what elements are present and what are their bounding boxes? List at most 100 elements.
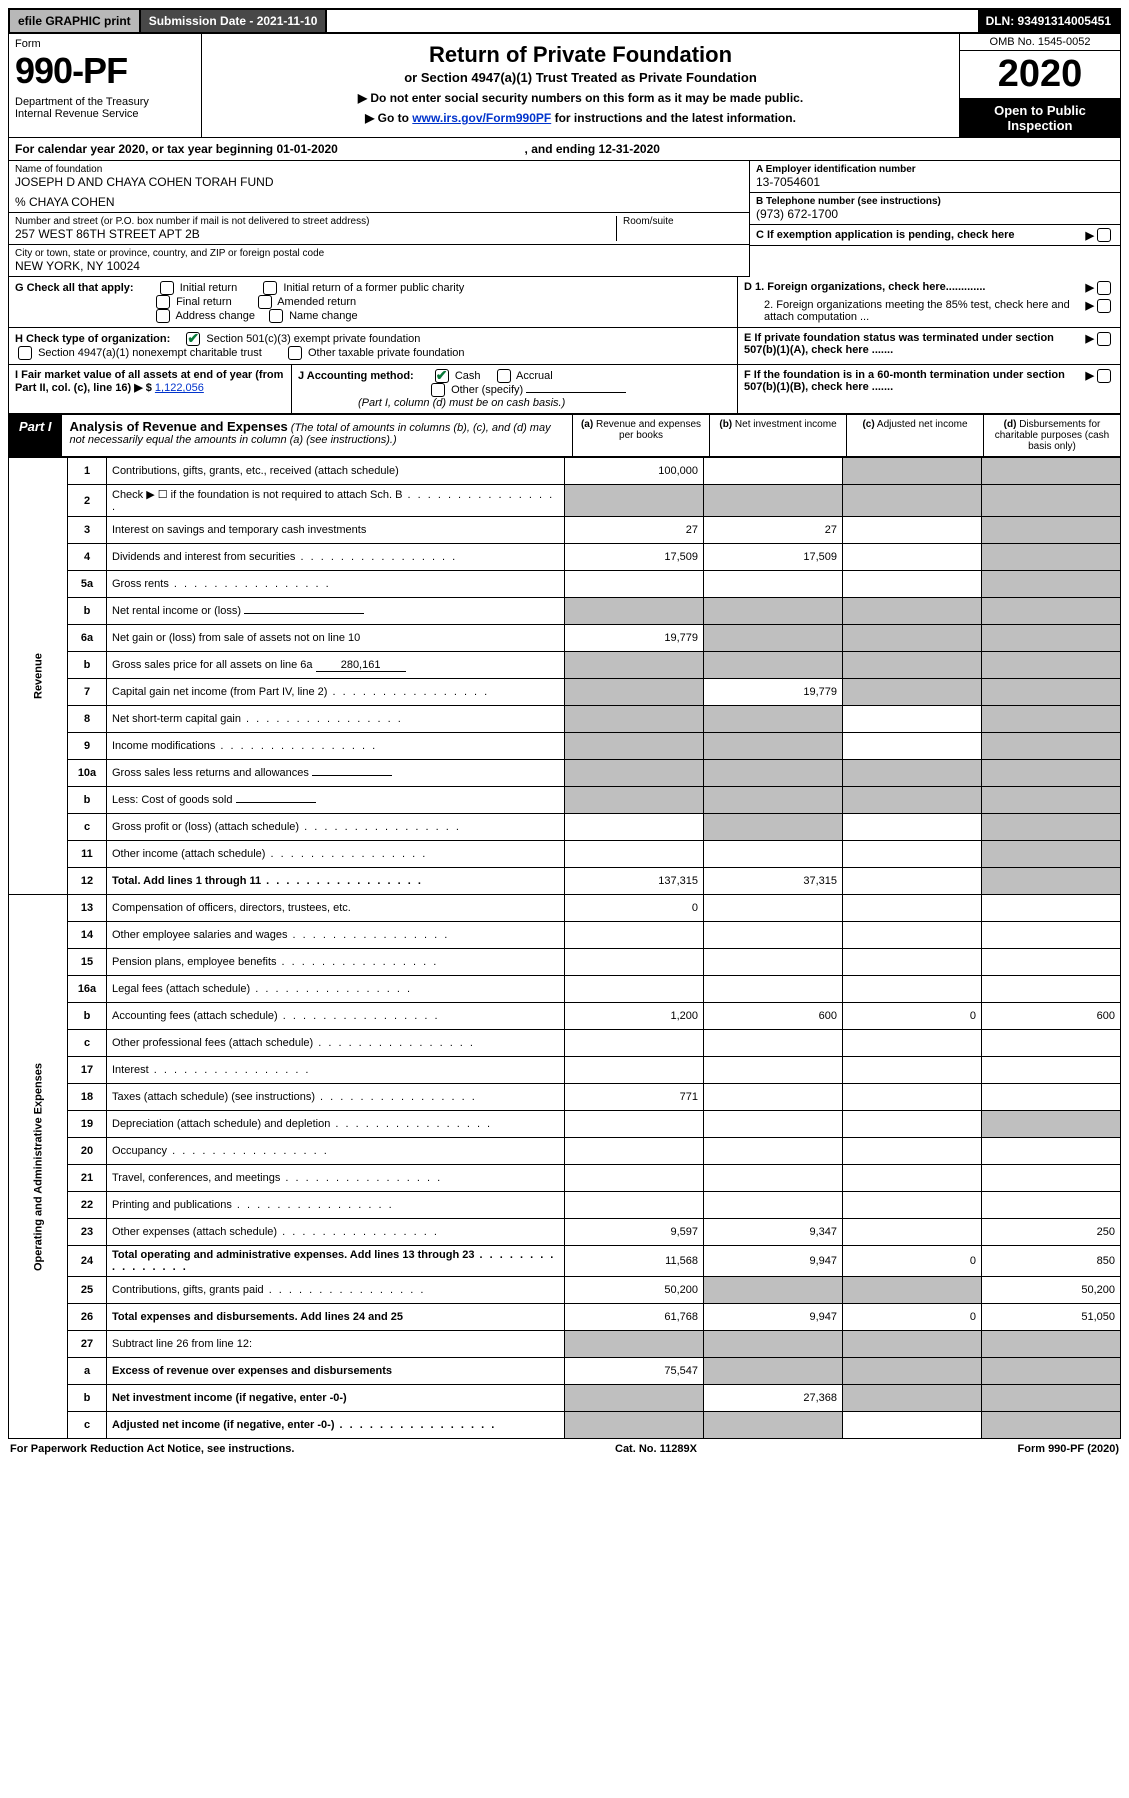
- line-description: Gross rents: [107, 571, 565, 598]
- line-description: Net gain or (loss) from sale of assets n…: [107, 625, 565, 652]
- arrow-icon: ▶: [1086, 369, 1094, 409]
- amount-cell: 9,347: [704, 1219, 843, 1246]
- line-description: Compensation of officers, directors, tru…: [107, 895, 565, 922]
- amount-cell: 600: [982, 1003, 1121, 1030]
- table-row: 27Subtract line 26 from line 12:: [9, 1331, 1121, 1358]
- line-number: 21: [68, 1165, 107, 1192]
- amount-cell: [982, 787, 1121, 814]
- amount-cell: [982, 485, 1121, 517]
- amount-cell: [982, 652, 1121, 679]
- amount-cell: [565, 571, 704, 598]
- amount-cell: [843, 1358, 982, 1385]
- amount-cell: [982, 625, 1121, 652]
- h2-checkbox[interactable]: [18, 346, 32, 360]
- g-amended-checkbox[interactable]: [258, 295, 272, 309]
- cal-mid: , and ending: [525, 142, 599, 156]
- amount-cell: 17,509: [565, 544, 704, 571]
- part1-header: Part I Analysis of Revenue and Expenses …: [8, 414, 1121, 457]
- line-description: Taxes (attach schedule) (see instruction…: [107, 1084, 565, 1111]
- h1-checkbox[interactable]: [186, 332, 200, 346]
- amount-cell: [704, 814, 843, 841]
- amount-cell: [704, 841, 843, 868]
- line-number: c: [68, 1030, 107, 1057]
- table-row: 4Dividends and interest from securities1…: [9, 544, 1121, 571]
- amount-cell: [565, 787, 704, 814]
- efile-label[interactable]: efile GRAPHIC print: [10, 10, 141, 32]
- h-label: H Check type of organization:: [15, 333, 170, 345]
- line-description: Subtract line 26 from line 12:: [107, 1331, 565, 1358]
- amount-cell: [704, 485, 843, 517]
- amount-cell: 0: [843, 1246, 982, 1277]
- irs-link[interactable]: www.irs.gov/Form990PF: [412, 111, 551, 125]
- amount-cell: 9,947: [704, 1304, 843, 1331]
- arrow-icon: ▶: [1086, 332, 1094, 360]
- h-opt-2: Section 4947(a)(1) nonexempt charitable …: [38, 347, 262, 359]
- table-row: 15Pension plans, employee benefits: [9, 949, 1121, 976]
- f-checkbox[interactable]: [1097, 369, 1111, 383]
- amount-cell: 850: [982, 1246, 1121, 1277]
- amount-cell: [982, 517, 1121, 544]
- addr-label: Number and street (or P.O. box number if…: [15, 216, 616, 227]
- amount-cell: [982, 895, 1121, 922]
- amount-cell: [704, 949, 843, 976]
- table-row: 26Total expenses and disbursements. Add …: [9, 1304, 1121, 1331]
- amount-cell: [565, 841, 704, 868]
- amount-cell: [704, 1358, 843, 1385]
- g-name-checkbox[interactable]: [269, 309, 283, 323]
- g-address-checkbox[interactable]: [156, 309, 170, 323]
- amount-cell: 27: [565, 517, 704, 544]
- amount-cell: [843, 1165, 982, 1192]
- amount-cell: [843, 1030, 982, 1057]
- line-description: Occupancy: [107, 1138, 565, 1165]
- table-row: 2Check ▶ ☐ if the foundation is not requ…: [9, 485, 1121, 517]
- amount-cell: [565, 679, 704, 706]
- e-checkbox[interactable]: [1097, 332, 1111, 346]
- fmv-value[interactable]: 1,122,056: [155, 382, 204, 394]
- j-accrual-checkbox[interactable]: [497, 369, 511, 383]
- d2-checkbox[interactable]: [1097, 299, 1111, 313]
- cal-end: 12-31-2020: [599, 142, 660, 156]
- amount-cell: [704, 1111, 843, 1138]
- ij-row: I Fair market value of all assets at end…: [8, 365, 1121, 414]
- line-number: 18: [68, 1084, 107, 1111]
- line-number: 24: [68, 1246, 107, 1277]
- name-label: Name of foundation: [15, 164, 743, 175]
- d1-checkbox[interactable]: [1097, 281, 1111, 295]
- j-cash-checkbox[interactable]: [435, 369, 449, 383]
- h3-checkbox[interactable]: [288, 346, 302, 360]
- line-number: 13: [68, 895, 107, 922]
- line-number: 16a: [68, 976, 107, 1003]
- table-row: 18Taxes (attach schedule) (see instructi…: [9, 1084, 1121, 1111]
- table-row: cGross profit or (loss) (attach schedule…: [9, 814, 1121, 841]
- line-number: 10a: [68, 760, 107, 787]
- g-final-checkbox[interactable]: [156, 295, 170, 309]
- amount-cell: 100,000: [565, 458, 704, 485]
- g-initial-checkbox[interactable]: [160, 281, 174, 295]
- tax-year: 2020: [960, 51, 1120, 99]
- j-other-checkbox[interactable]: [431, 383, 445, 397]
- amount-cell: [843, 571, 982, 598]
- line-description: Other professional fees (attach schedule…: [107, 1030, 565, 1057]
- tel-label: B Telephone number (see instructions): [756, 196, 1114, 207]
- line-description: Total expenses and disbursements. Add li…: [107, 1304, 565, 1331]
- amount-cell: [704, 733, 843, 760]
- amount-cell: [843, 733, 982, 760]
- line-number: 8: [68, 706, 107, 733]
- amount-cell: [982, 1385, 1121, 1412]
- amount-cell: [843, 1277, 982, 1304]
- amount-cell: [843, 841, 982, 868]
- line-number: 4: [68, 544, 107, 571]
- amount-cell: [982, 679, 1121, 706]
- g-initial-former-checkbox[interactable]: [263, 281, 277, 295]
- line-description: Legal fees (attach schedule): [107, 976, 565, 1003]
- table-row: 7Capital gain net income (from Part IV, …: [9, 679, 1121, 706]
- cal-begin: 01-01-2020: [276, 142, 337, 156]
- amount-cell: [982, 706, 1121, 733]
- line-number: 23: [68, 1219, 107, 1246]
- amount-cell: [704, 976, 843, 1003]
- form-subtitle: or Section 4947(a)(1) Trust Treated as P…: [208, 70, 953, 85]
- dln-label: DLN: 93491314005451: [978, 10, 1119, 32]
- line-number: 5a: [68, 571, 107, 598]
- amount-cell: [565, 1057, 704, 1084]
- c-checkbox[interactable]: [1097, 228, 1111, 242]
